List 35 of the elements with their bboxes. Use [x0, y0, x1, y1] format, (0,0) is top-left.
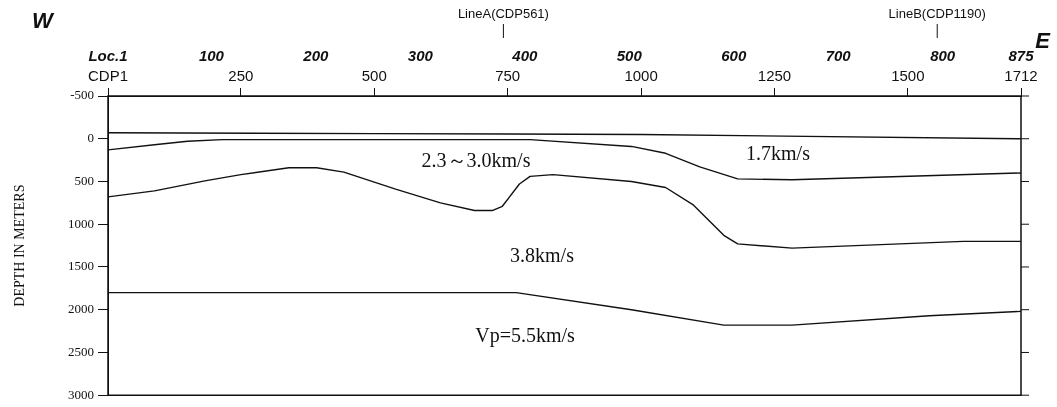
- x-tick-label: 500: [361, 67, 387, 85]
- x2-tick-label: 200: [302, 47, 330, 65]
- x-tick-label: 1500: [891, 67, 925, 85]
- y-tick-label: 2000: [68, 301, 94, 317]
- text: E: [1035, 28, 1052, 54]
- x-tick-label: 750: [495, 67, 521, 85]
- x-tick-label: 250: [228, 67, 254, 85]
- ref-line-label: LineB(CDP1190): [888, 6, 986, 22]
- y-tick-label: 500: [74, 172, 94, 188]
- annotation: 1.7km/s: [746, 142, 811, 165]
- x-tick-label: CDP1: [87, 67, 129, 85]
- text: W: [32, 8, 55, 34]
- x-tick-label: 1000: [624, 67, 658, 85]
- ref-line-label: LineA(CDP561): [457, 6, 549, 22]
- y-axis-title: DEPTH IN METERS: [12, 184, 28, 307]
- y-tick-label: 1500: [68, 258, 94, 274]
- x2-tick-label: 600: [721, 47, 747, 65]
- annotation: 3.8km/s: [510, 244, 575, 267]
- y-tick-label: 1000: [68, 215, 94, 231]
- x2-tick-label: Loc.1: [88, 47, 128, 65]
- x2-tick-label: 500: [616, 47, 643, 65]
- y-tick-label: 2500: [68, 343, 94, 359]
- x2-tick-label: 400: [511, 47, 538, 65]
- x2-tick-label: 800: [930, 47, 956, 65]
- y-tick-label: -500: [70, 87, 94, 103]
- y-tick-label: 0: [87, 130, 94, 146]
- x2-tick-label: 700: [825, 47, 852, 65]
- y-tick-label: 3000: [68, 386, 94, 402]
- x-tick-label: 1712: [1004, 67, 1038, 85]
- x-tick-label: 1250: [757, 67, 792, 85]
- x2-tick-label: 875: [1008, 47, 1035, 65]
- x2-tick-label: 100: [198, 47, 225, 65]
- annotation: 2.3～3.0km/s: [421, 149, 531, 172]
- annotation: Vp=5.5km/s: [475, 324, 576, 348]
- x2-tick-label: 300: [407, 47, 434, 65]
